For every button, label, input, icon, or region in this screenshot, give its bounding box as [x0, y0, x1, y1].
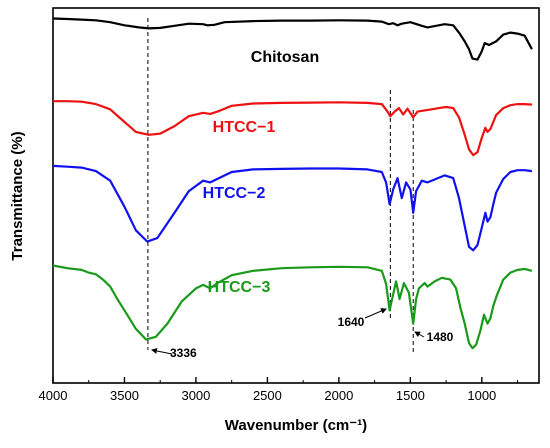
- series-line-1: [53, 100, 532, 157]
- series-line-2: [52, 164, 533, 252]
- x-tick-label: 2000: [324, 388, 353, 403]
- series-label-1: HTCC−1: [213, 119, 276, 136]
- series-label-0: Chitosan: [251, 49, 319, 66]
- series-labels: Chitosan HTCC−1 HTCC−2 HTCC−3: [203, 49, 320, 296]
- x-tick-label: 3500: [110, 388, 139, 403]
- anno-arrow-1480: [414, 331, 425, 338]
- x-axis-ticks: 4000 3500 3000 2500 2000 1500 1000: [39, 377, 519, 403]
- x-axis-title: Wavenumber (cm⁻¹): [225, 417, 367, 434]
- x-tick-label: 1000: [467, 388, 496, 403]
- plot-frame: [52, 7, 540, 384]
- series-line-0: [52, 17, 533, 61]
- anno-label-1480: 1480: [427, 330, 454, 344]
- series-label-3: HTCC−3: [208, 279, 271, 296]
- anno-arrow-1640: [364, 308, 387, 319]
- anno-label-1640: 1640: [338, 315, 365, 329]
- y-axis-title: Transmittance (%): [9, 131, 26, 260]
- guide-lines: [147, 18, 414, 352]
- x-tick-label: 4000: [39, 388, 68, 403]
- x-tick-label: 1500: [396, 388, 425, 403]
- anno-arrow-3336: [151, 348, 173, 355]
- series-line-3: [52, 264, 533, 350]
- x-tick-label: 3000: [181, 388, 210, 403]
- anno-label-3336: 3336: [170, 346, 197, 360]
- peak-annotations: 3336 1640 1480: [151, 308, 454, 360]
- series-label-2: HTCC−2: [203, 185, 266, 202]
- series-lines: [52, 17, 533, 350]
- x-tick-label: 2500: [253, 388, 282, 403]
